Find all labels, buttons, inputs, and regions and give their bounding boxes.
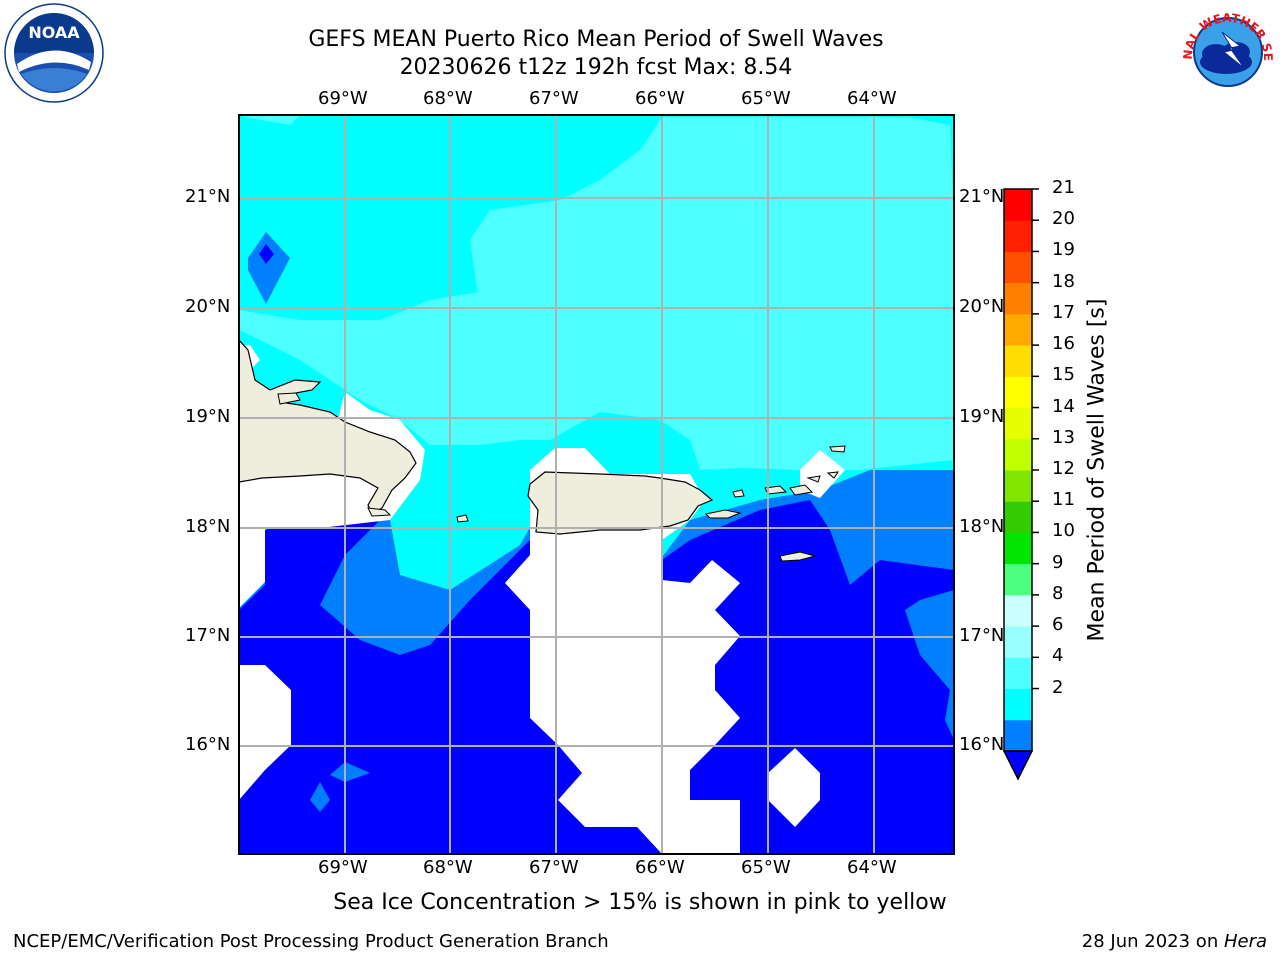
colorbar-frame (1003, 188, 1033, 752)
colorbar-segment (1004, 688, 1032, 721)
lon-label-bottom-67w: 67°W (529, 857, 579, 878)
noaa-logo: NOAA (4, 3, 104, 103)
no-data-south-puerto-rico (505, 448, 740, 854)
colorbar-segment (1004, 189, 1032, 221)
colorbar-segment (1004, 345, 1032, 377)
lat-label-right-20n: 20°N (959, 296, 1005, 317)
colorbar-segment (1004, 251, 1032, 284)
colorbar-segment (1004, 657, 1032, 690)
colorbar-tick-label: 18 (1052, 270, 1075, 292)
colorbar-extend-arrow (1002, 750, 1034, 781)
colorbar-tick-label: 2 (1052, 676, 1064, 698)
sea-ice-caption: Sea Ice Concentration > 15% is shown in … (333, 890, 947, 915)
footer-date-text: 28 Jun 2023 on (1081, 931, 1224, 952)
colorbar-tick-label: 12 (1052, 458, 1075, 479)
colorbar-segment (1004, 282, 1032, 315)
colorbar-segment (1004, 470, 1032, 502)
footer-host: Hera (1223, 931, 1267, 952)
map-title: GEFS MEAN Puerto Rico Mean Period of Swe… (308, 27, 884, 52)
lon-label-top-64w: 64°W (847, 88, 897, 109)
colorbar-label: Mean Period of Swell Waves [s] (1084, 298, 1110, 642)
lat-label-left-18n: 18°N (185, 516, 231, 537)
footer-date: 28 Jun 2023 on Hera (1082, 931, 1267, 952)
colorbar-tick-label: 17 (1052, 301, 1075, 323)
lat-label-right-17n: 17°N (959, 625, 1005, 646)
colorbar-tick-label: 20 (1052, 208, 1075, 230)
lon-label-bottom-64w: 64°W (847, 857, 897, 878)
colorbar-tick-label: 9 (1052, 551, 1064, 573)
colorbar-tick-label: 10 (1052, 520, 1075, 542)
lat-label-right-18n: 18°N (959, 516, 1005, 537)
st-croix-island (779, 551, 817, 562)
lon-label-bottom-69w: 69°W (318, 857, 368, 878)
colorbar-segment (1004, 407, 1032, 440)
map-subtitle: 20230626 t12z 192h fcst Max: 8.54 (399, 55, 793, 80)
colorbar-segment (1004, 594, 1032, 627)
colorbar-tick-label: 14 (1052, 395, 1075, 417)
lat-label-left-20n: 20°N (185, 296, 231, 317)
lat-label-right-19n: 19°N (959, 406, 1005, 427)
footer-branch: NCEP/EMC/Verification Post Processing Pr… (13, 931, 609, 952)
lon-label-bottom-68w: 68°W (423, 857, 473, 878)
lon-label-top-67w: 67°W (529, 88, 579, 109)
colorbar-segment (1004, 438, 1032, 471)
lat-label-left-17n: 17°N (185, 625, 231, 646)
colorbar-segment (1004, 563, 1032, 596)
lon-label-bottom-65w: 65°W (741, 857, 791, 878)
colorbar-segment (1004, 719, 1032, 752)
colorbar-tick-label: 21 (1052, 177, 1075, 198)
lon-label-top-66w: 66°W (635, 88, 685, 109)
colorbar-tick-label: 13 (1052, 426, 1075, 448)
colorbar-segment (1004, 220, 1032, 252)
lat-label-left-19n: 19°N (185, 406, 231, 427)
colorbar-tick-label: 11 (1052, 489, 1075, 511)
lon-label-top-65w: 65°W (741, 88, 791, 109)
colorbar-segment (1004, 532, 1032, 565)
lat-label-left-21n: 21°N (185, 186, 231, 207)
nws-logo: NATIONAL WEATHER SERVICE (1178, 2, 1276, 100)
colorbar-segment (1004, 313, 1032, 346)
colorbar-tick-label: 6 (1052, 614, 1064, 636)
noaa-logo-text: NOAA (28, 23, 80, 42)
lat-label-left-16n: 16°N (185, 734, 231, 755)
colorbar-segment (1004, 376, 1032, 409)
lon-label-bottom-66w: 66°W (635, 857, 685, 878)
colorbar-tick-label: 15 (1052, 364, 1075, 386)
colorbar-tick-label: 8 (1052, 582, 1064, 604)
lon-label-top-69w: 69°W (318, 88, 368, 109)
colorbar-bar (1002, 188, 1039, 781)
map-gridlines (239, 115, 954, 854)
colorbar-segment (1004, 501, 1032, 533)
colorbar-tick-label: 16 (1052, 333, 1075, 355)
lon-label-top-68w: 68°W (423, 88, 473, 109)
map-frame (238, 114, 955, 855)
colorbar-segment (1004, 626, 1032, 658)
colorbar-tick-label: 4 (1052, 645, 1064, 667)
colorbar-tick-label: 19 (1052, 239, 1075, 261)
lat-label-right-16n: 16°N (959, 734, 1005, 755)
lat-label-right-21n: 21°N (959, 186, 1005, 207)
ocean-band-6-8 (239, 117, 954, 470)
